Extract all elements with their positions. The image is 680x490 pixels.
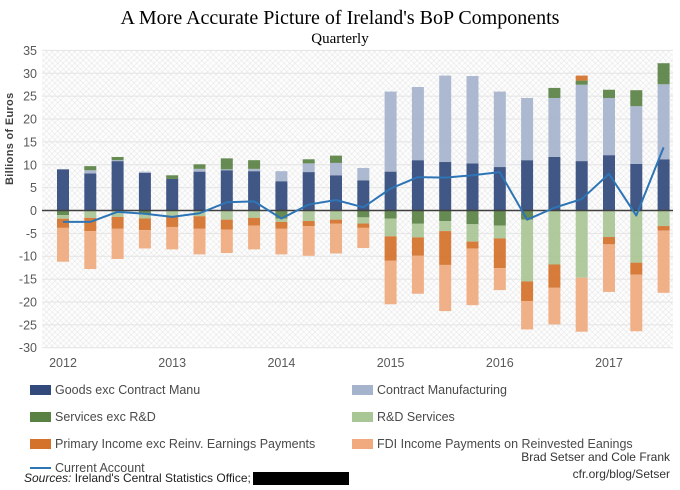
x-axis-year-labels: 2012 2013 2014 2015 2016 2017 — [49, 356, 623, 370]
legend-item-fdi_income: FDI Income Payments on Reinvested Eaning… — [352, 437, 633, 451]
svg-text:5: 5 — [30, 181, 37, 195]
svg-text:2015: 2015 — [377, 356, 405, 370]
source-note: Sources: Ireland's Central Statistics Of… — [24, 471, 349, 486]
legend-swatch-primary_income-icon — [30, 439, 51, 449]
legend-item-rd_services: R&D Services — [352, 410, 455, 424]
legend-item-current_account: Current Account — [30, 461, 145, 475]
source-prefix: Sources: — [24, 471, 72, 485]
redaction-bar — [252, 472, 349, 486]
svg-text:15: 15 — [23, 135, 37, 149]
chart-title: A More Accurate Picture of Ireland's BoP… — [120, 7, 560, 29]
legend-label: Primary Income exc Reinv. Earnings Payme… — [55, 437, 316, 451]
svg-text:-15: -15 — [19, 273, 37, 287]
legend-swatch-fdi_income-icon — [352, 439, 373, 449]
credit-authors: Brad Setser and Cole Frank — [521, 450, 670, 464]
svg-text:10: 10 — [23, 158, 37, 172]
svg-text:-20: -20 — [19, 295, 37, 309]
legend-item-goods: Goods exc Contract Manu — [30, 383, 200, 397]
svg-text:30: 30 — [23, 67, 37, 81]
legend-label: Contract Manufacturing — [377, 383, 507, 397]
stacked-bars — [57, 63, 670, 332]
legend-label: Services exc R&D — [55, 410, 156, 424]
svg-text:2012: 2012 — [49, 356, 77, 370]
legend-swatch-goods-icon — [30, 385, 51, 395]
svg-text:-30: -30 — [19, 341, 37, 355]
credit-url: cfr.org/blog/Setser — [572, 467, 670, 481]
legend-label: Goods exc Contract Manu — [55, 383, 201, 397]
svg-text:2013: 2013 — [158, 356, 186, 370]
legend-swatch-services-icon — [30, 412, 51, 422]
legend-label: FDI Income Payments on Reinvested Eaning… — [377, 437, 633, 451]
legend-item-primary_income: Primary Income exc Reinv. Earnings Payme… — [30, 437, 315, 451]
legend-label: Current Account — [55, 461, 145, 475]
legend-swatch-rd_services-icon — [352, 412, 373, 422]
svg-text:-10: -10 — [19, 250, 37, 264]
source-text: Ireland's Central Statistics Office; — [71, 471, 251, 485]
svg-text:0: 0 — [30, 204, 37, 218]
svg-text:2014: 2014 — [267, 356, 295, 370]
svg-text:-25: -25 — [19, 318, 37, 332]
svg-text:2016: 2016 — [486, 356, 514, 370]
chart-subtitle: Quarterly — [311, 31, 369, 47]
legend-swatch-current_account-icon — [30, 467, 51, 469]
svg-text:-5: -5 — [26, 227, 37, 241]
legend-label: R&D Services — [377, 410, 455, 424]
legend-item-services: Services exc R&D — [30, 410, 156, 424]
svg-text:2017: 2017 — [595, 356, 623, 370]
legend-item-contract_manufacturing: Contract Manufacturing — [352, 383, 507, 397]
current-account-line — [63, 147, 665, 223]
svg-text:25: 25 — [23, 90, 37, 104]
svg-text:20: 20 — [23, 113, 37, 127]
svg-text:35: 35 — [23, 44, 37, 58]
y-axis-ticks: 35 30 25 20 15 10 5 0 -5 -10 -15 -20 -25 -30 — [19, 44, 37, 355]
legend-swatch-contract_manufacturing-icon — [352, 385, 373, 395]
